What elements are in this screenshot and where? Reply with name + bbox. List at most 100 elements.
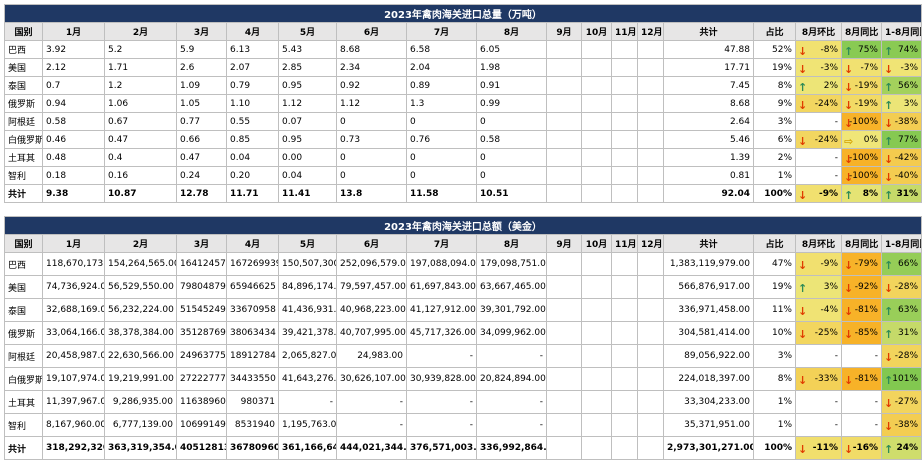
data-row: 阿根廷 0.58 0.67 0.77 0.55 0.07 0 0 0 2.64 3% - ↓ -100% ↓… bbox=[4, 112, 923, 131]
value-cell: 0.07 bbox=[278, 112, 337, 131]
value-cell: 1.09 bbox=[176, 76, 227, 95]
value-cell: 12.78 bbox=[176, 184, 227, 203]
empty-cell bbox=[611, 413, 638, 437]
value-cell: - bbox=[476, 344, 547, 368]
value-cell: 197,088,094.00 bbox=[406, 252, 477, 276]
data-row: 俄罗斯33,064,166.0038,378,384.0035128769.00… bbox=[4, 321, 923, 345]
change-value: 74% bbox=[898, 44, 919, 55]
empty-cell bbox=[546, 298, 582, 322]
value-cell: 40,968,223.00 bbox=[336, 298, 407, 322]
header-cell: 共计 bbox=[663, 22, 754, 41]
change-value: - bbox=[874, 397, 878, 407]
trend-arrow: ↓ bbox=[798, 328, 808, 341]
trend-arrow: ↑ bbox=[884, 188, 894, 202]
trend-arrow: ↑ bbox=[844, 44, 854, 58]
header-cell: 占比 bbox=[753, 234, 796, 253]
country-cell: 白俄罗斯 bbox=[4, 367, 43, 391]
trend-arrow: ↓ bbox=[844, 374, 854, 387]
change-value: - bbox=[834, 116, 838, 127]
value-cell: 3% bbox=[753, 344, 796, 368]
value-cell: 0.89 bbox=[406, 76, 477, 95]
value-cell: 0 bbox=[476, 166, 547, 185]
header-cell: 1-8月同比 bbox=[880, 234, 923, 253]
value-cell: ↑ 3% bbox=[795, 275, 842, 299]
header-cell: 5月 bbox=[278, 22, 337, 41]
empty-cell bbox=[637, 58, 664, 77]
trend-arrow: ↑ bbox=[798, 282, 808, 295]
header-cell: 9月 bbox=[546, 234, 582, 253]
header-cell: 1月 bbox=[42, 234, 105, 253]
empty-cell bbox=[611, 298, 638, 322]
value-cell: ↓ -81% bbox=[841, 367, 882, 391]
trend-arrow: ↓ bbox=[844, 170, 854, 184]
value-cell: 19% bbox=[753, 58, 796, 77]
value-cell: 2.07 bbox=[226, 58, 279, 77]
value-cell: 65946625 bbox=[226, 275, 279, 299]
value-cell: 38,378,384.00 bbox=[104, 321, 177, 345]
value-cell: ↓ -9% bbox=[795, 252, 842, 276]
empty-cell bbox=[637, 112, 664, 131]
change-value: -24% bbox=[814, 98, 838, 109]
value-cell: 0.48 bbox=[42, 148, 105, 167]
value-cell: - bbox=[841, 344, 882, 368]
empty-cell bbox=[581, 344, 612, 368]
empty-cell bbox=[546, 344, 582, 368]
value-cell: 33,304,233.00 bbox=[663, 390, 754, 414]
change-value: -7% bbox=[860, 62, 878, 73]
trend-arrow: ↓ bbox=[884, 397, 894, 410]
empty-cell bbox=[611, 58, 638, 77]
value-cell: 0.67 bbox=[104, 112, 177, 131]
value-cell: 118,670,173.00 bbox=[42, 252, 105, 276]
change-value: -3% bbox=[820, 62, 838, 73]
value-cell: 0 bbox=[406, 166, 477, 185]
trend-arrow: ↑ bbox=[884, 134, 894, 148]
value-cell: 980371 bbox=[226, 390, 279, 414]
value-cell: 0.20 bbox=[226, 166, 279, 185]
value-cell: 56,529,550.00 bbox=[104, 275, 177, 299]
trend-arrow: ↓ bbox=[798, 305, 808, 318]
value-cell: ↓ -28% bbox=[880, 344, 923, 368]
empty-cell bbox=[611, 76, 638, 95]
value-cell: 0 bbox=[476, 112, 547, 131]
trend-arrow: ↓ bbox=[798, 374, 808, 387]
header-cell: 2月 bbox=[104, 234, 177, 253]
value-cell: 2% bbox=[753, 148, 796, 167]
value-cell: 61,697,843.00 bbox=[406, 275, 477, 299]
empty-cell bbox=[611, 40, 638, 59]
trend-arrow: ↓ bbox=[884, 116, 894, 130]
change-value: 2% bbox=[823, 80, 838, 91]
value-cell: 0 bbox=[336, 112, 407, 131]
value-cell: - bbox=[795, 112, 842, 131]
data-row: 共计 9.38 10.87 12.78 11.71 11.41 13.8 11.58 10.51… bbox=[4, 184, 923, 203]
value-cell: 35,371,951.00 bbox=[663, 413, 754, 437]
value-cell: 3% bbox=[753, 112, 796, 131]
change-value: 8% bbox=[862, 188, 878, 199]
value-cell: 24,983.00 bbox=[336, 344, 407, 368]
country-cell: 土耳其 bbox=[4, 148, 43, 167]
change-value: -38% bbox=[894, 116, 919, 127]
empty-cell bbox=[581, 184, 612, 203]
empty-cell bbox=[611, 275, 638, 299]
header-cell: 4月 bbox=[226, 234, 279, 253]
change-value: - bbox=[874, 420, 878, 430]
value-cell: 0.58 bbox=[42, 112, 105, 131]
change-value: 56% bbox=[898, 80, 919, 91]
header-cell: 国别 bbox=[4, 22, 43, 41]
country-cell: 土耳其 bbox=[4, 390, 43, 414]
value-cell: 1.39 bbox=[663, 148, 754, 167]
empty-cell bbox=[581, 436, 612, 460]
empty-cell bbox=[546, 112, 582, 131]
value-cell: ↑ 2% bbox=[795, 76, 842, 95]
header-cell: 9月 bbox=[546, 22, 582, 41]
empty-cell bbox=[581, 112, 612, 131]
value-cell: 0.92 bbox=[336, 76, 407, 95]
empty-cell bbox=[546, 275, 582, 299]
value-cell: 1.12 bbox=[336, 94, 407, 113]
value-cell: 6,777,139.00 bbox=[104, 413, 177, 437]
country-cell: 共计 bbox=[4, 184, 43, 203]
value-cell: 7.45 bbox=[663, 76, 754, 95]
header-cell: 1-8月同比 bbox=[880, 22, 923, 41]
value-cell: 39,421,378.00 bbox=[278, 321, 337, 345]
value-cell: 30,939,828.00 bbox=[406, 367, 477, 391]
header-cell: 共计 bbox=[663, 234, 754, 253]
